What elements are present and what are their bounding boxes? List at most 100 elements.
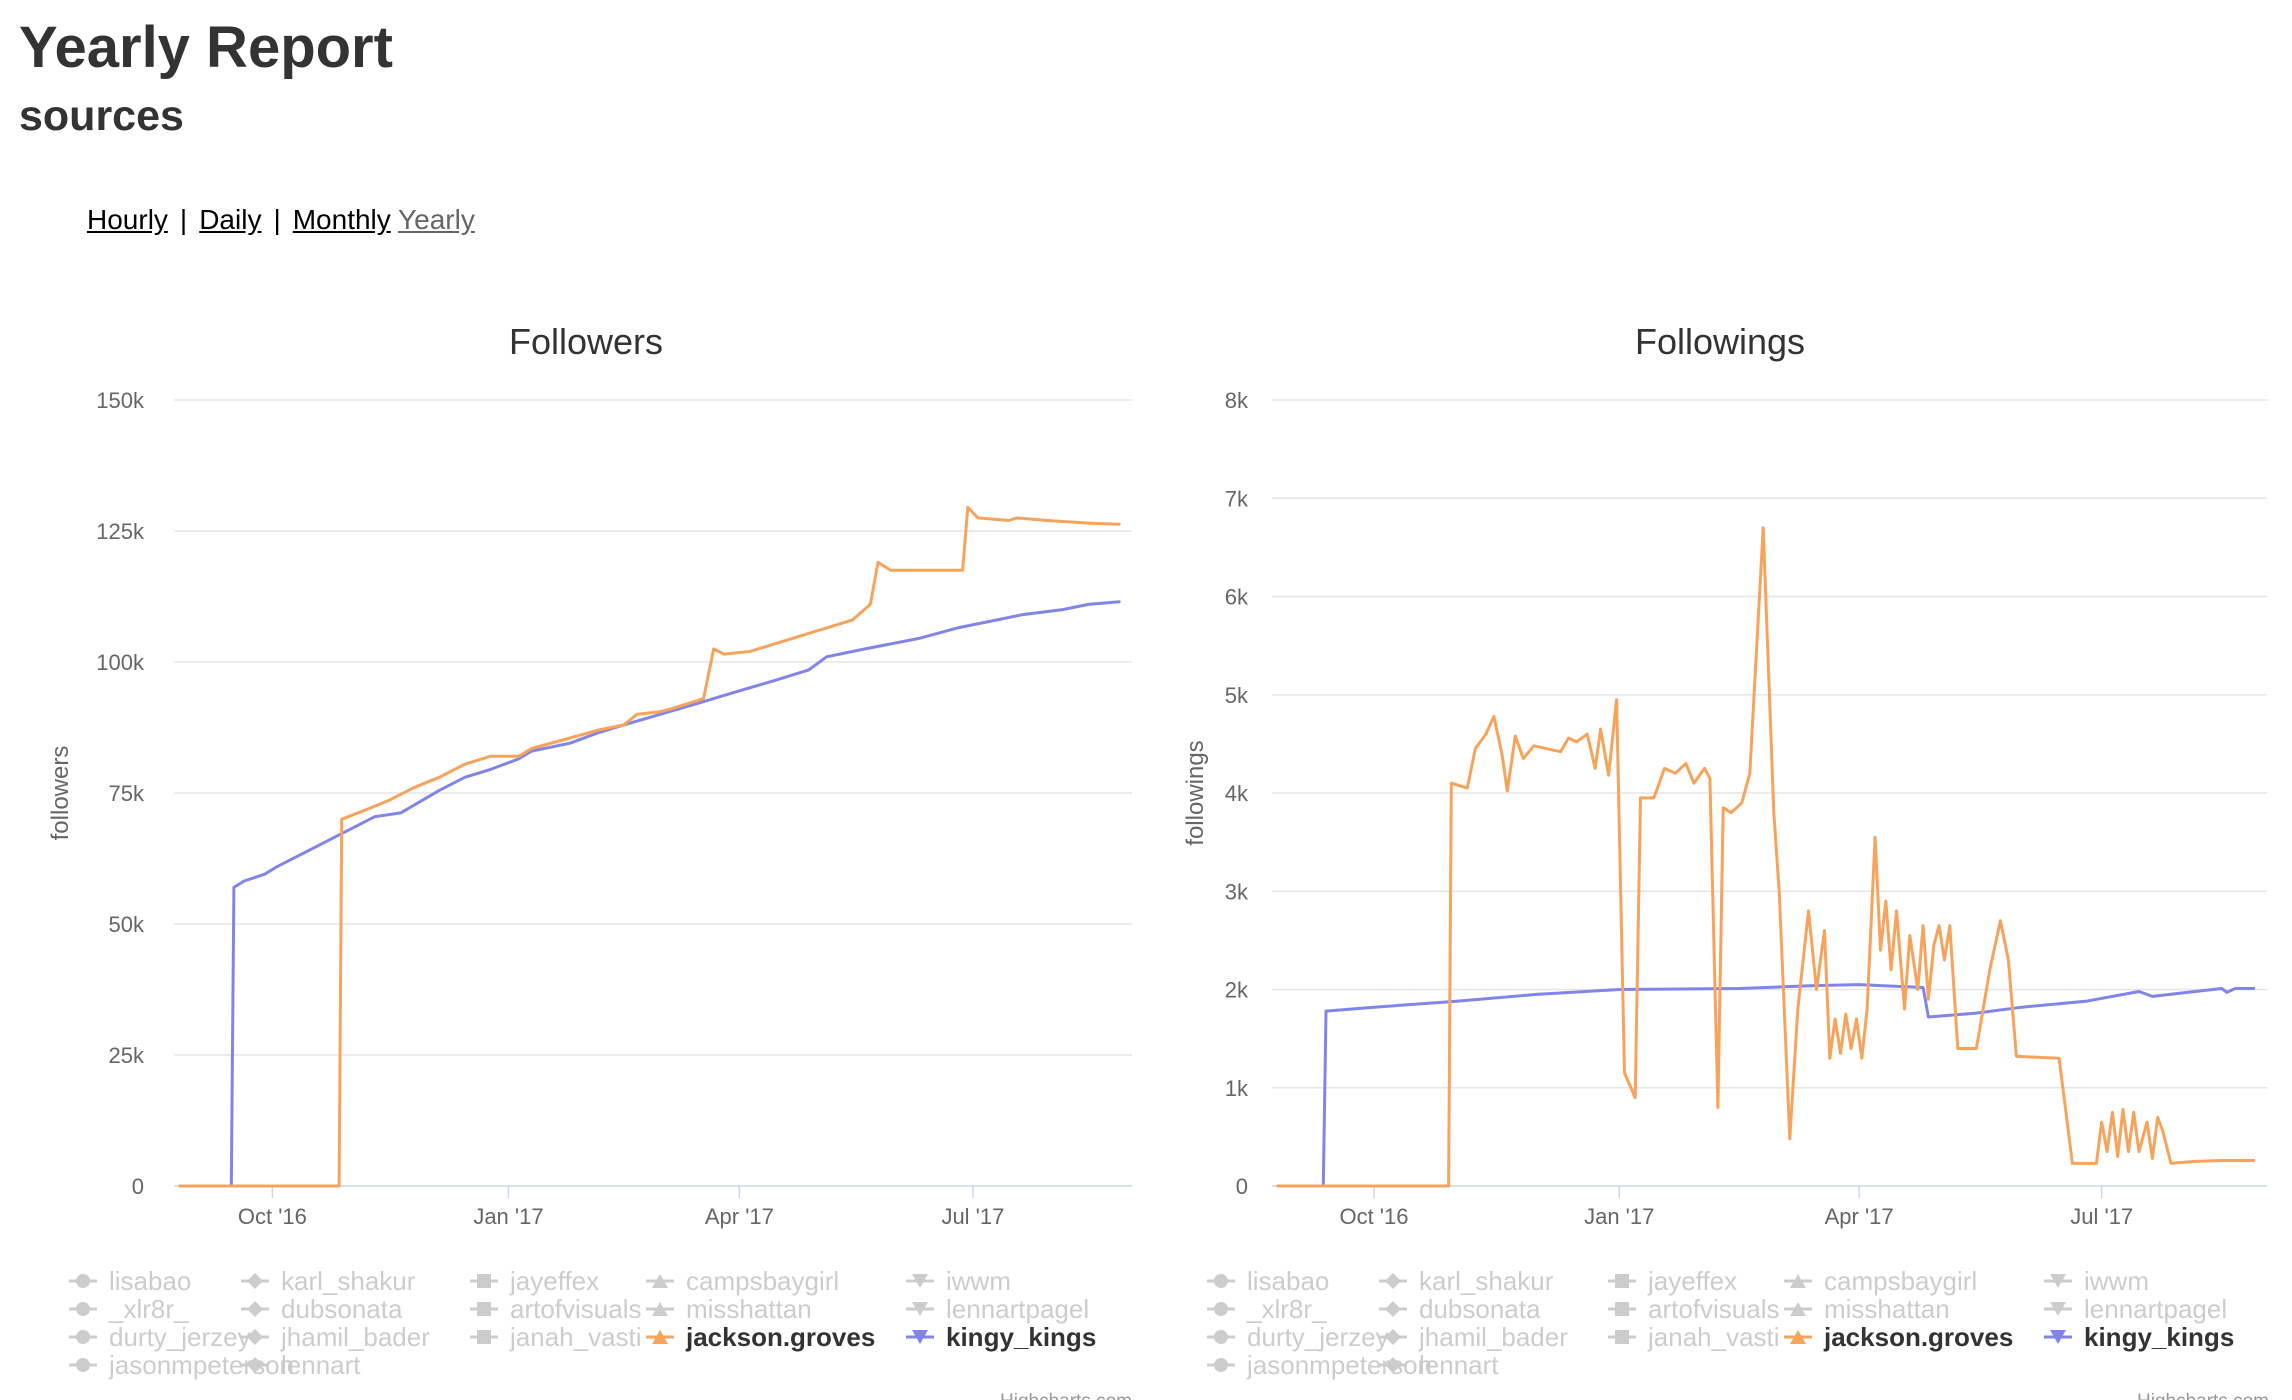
followings-y-tick-label: 7k [1225,486,1249,511]
legend-triangle-icon [1790,1274,1806,1288]
legend-triangle-down-icon [912,1330,928,1344]
followings-y-tick-label: 4k [1225,781,1249,806]
legend-item-label: _xlr8r_ [108,1294,189,1324]
legend-square-icon [477,1274,491,1288]
followings-y-axis-label: followings [1182,740,1209,845]
followings-x-tick-label: Oct '16 [1339,1204,1408,1229]
legend-item-label: campsbaygirl [686,1266,839,1296]
followings-x-tick-label: Apr '17 [1825,1204,1894,1229]
legend-item-campsbaygirl[interactable]: campsbaygirl [1784,1266,1977,1296]
legend-circle-icon [1214,1358,1228,1372]
legend-item-label: lennart [1419,1350,1499,1380]
legend-item-label: iwwm [2084,1266,2149,1296]
legend-item-label: jhamil_bader [280,1322,430,1352]
nav-link-monthly[interactable]: Monthly [292,204,391,235]
legend-item-misshattan[interactable]: misshattan [646,1294,812,1324]
legend-item-label: janah_vasti [1647,1322,1780,1352]
legend-item-label: artofvisuals [1648,1294,1780,1324]
legend-item-label: artofvisuals [510,1294,642,1324]
followers-y-tick-label: 50k [109,912,145,937]
legend-item-campsbaygirl[interactable]: campsbaygirl [646,1266,839,1296]
legend-item-label: lennartpagel [946,1294,1089,1324]
legend-square-icon [1615,1330,1629,1344]
nav-link-yearly[interactable]: Yearly [398,204,475,235]
legend-item-label: jhamil_bader [1418,1322,1568,1352]
legend-diamond-icon [1385,1301,1401,1317]
followers-x-tick-label: Oct '16 [238,1204,307,1229]
followings-legend: lisabao karl_shakur jayeffex campsbaygirl iw… [1207,1266,2234,1380]
legend-item-jayeffex[interactable]: jayeffex [470,1266,599,1296]
legend-item-iwwm[interactable]: iwwm [2044,1266,2149,1296]
legend-item-label: karl_shakur [281,1266,416,1296]
legend-item-label: iwwm [946,1266,1011,1296]
legend-triangle-down-icon [2050,1330,2066,1344]
legend-item-jackson-groves[interactable]: jackson.groves [1784,1322,2013,1352]
page-subtitle: sources [19,92,184,140]
nav-separator: | [273,204,281,235]
page-title: Yearly Report [19,15,393,80]
followers-chart: Followers followers 0 25k 50k 75k 100k 125k 150k… [0,300,1140,1400]
nav-link-daily[interactable]: Daily [199,204,262,235]
legend-item-karl-shakur[interactable]: karl_shakur [241,1266,416,1296]
legend-item-durty-jerzey[interactable]: durty_jerzey [69,1322,251,1352]
legend-item-dubsonata[interactable]: dubsonata [241,1294,403,1324]
legend-item-karl-shakur[interactable]: karl_shakur [1379,1266,1554,1296]
legend-item-artofvisuals[interactable]: artofvisuals [470,1294,642,1324]
legend-item-label: _xlr8r_ [1246,1294,1327,1324]
legend-item-iwwm[interactable]: iwwm [906,1266,1011,1296]
followers-series-line-kingy-kings [178,600,1121,1188]
legend-item-jhamil-bader[interactable]: jhamil_bader [1379,1322,1568,1352]
view-nav: Hourly | Daily | Monthly Yearly [87,204,475,236]
followers-y-tick-label: 100k [96,650,145,675]
followings-credits-link[interactable]: Highcharts.com [2137,1391,2269,1400]
legend-item-label: lisabao [109,1266,191,1296]
legend-square-icon [1615,1274,1629,1288]
followers-legend: lisabao karl_shakur jayeffex campsbaygirl iw… [69,1266,1096,1380]
legend-item-lennartpagel[interactable]: lennartpagel [906,1294,1089,1324]
followers-y-tick-label: 150k [96,388,145,413]
legend-triangle-down-icon [912,1274,928,1288]
legend-item-janah-vasti[interactable]: janah_vasti [1608,1322,1780,1352]
legend-triangle-icon [1790,1330,1806,1344]
legend-item-lisabao[interactable]: lisabao [69,1266,191,1296]
legend-item-xlr8r[interactable]: _xlr8r_ [1207,1294,1327,1324]
legend-item-lennart[interactable]: lennart [241,1350,361,1380]
legend-item-jayeffex[interactable]: jayeffex [1608,1266,1737,1296]
followings-x-tick-label: Jul '17 [2070,1204,2133,1229]
legend-circle-icon [1214,1330,1228,1344]
legend-item-lisabao[interactable]: lisabao [1207,1266,1329,1296]
legend-item-label: lisabao [1247,1266,1329,1296]
legend-item-jhamil-bader[interactable]: jhamil_bader [241,1322,430,1352]
legend-item-kingy-kings[interactable]: kingy_kings [2044,1322,2234,1352]
legend-circle-icon [76,1302,90,1316]
legend-item-lennartpagel[interactable]: lennartpagel [2044,1294,2227,1324]
legend-item-kingy-kings[interactable]: kingy_kings [906,1322,1096,1352]
followings-y-tick-label: 3k [1225,879,1249,904]
followers-credits-link[interactable]: Highcharts.com [1000,1391,1132,1400]
legend-item-jackson-groves[interactable]: jackson.groves [646,1322,875,1352]
followers-chart-title: Followers [509,321,663,362]
legend-item-dubsonata[interactable]: dubsonata [1379,1294,1541,1324]
legend-item-label: jackson.groves [685,1322,875,1352]
nav-link-hourly[interactable]: Hourly [87,204,168,235]
followers-y-tick-label: 125k [96,519,145,544]
legend-item-label: karl_shakur [1419,1266,1554,1296]
followers-x-tick-label: Jul '17 [941,1204,1004,1229]
legend-circle-icon [1214,1274,1228,1288]
legend-circle-icon [76,1358,90,1372]
followings-y-tick-label: 8k [1225,388,1249,413]
legend-item-misshattan[interactable]: misshattan [1784,1294,1950,1324]
legend-item-label: dubsonata [1419,1294,1541,1324]
legend-triangle-icon [1790,1302,1806,1316]
legend-item-durty-jerzey[interactable]: durty_jerzey [1207,1322,1389,1352]
legend-item-lennart[interactable]: lennart [1379,1350,1499,1380]
legend-item-xlr8r[interactable]: _xlr8r_ [69,1294,189,1324]
followings-chart-title: Followings [1635,321,1805,362]
legend-item-label: janah_vasti [509,1322,642,1352]
legend-diamond-icon [247,1273,263,1289]
legend-triangle-down-icon [2050,1302,2066,1316]
legend-item-artofvisuals[interactable]: artofvisuals [1608,1294,1780,1324]
legend-item-janah-vasti[interactable]: janah_vasti [470,1322,642,1352]
legend-item-label: misshattan [686,1294,812,1324]
legend-diamond-icon [247,1357,263,1373]
